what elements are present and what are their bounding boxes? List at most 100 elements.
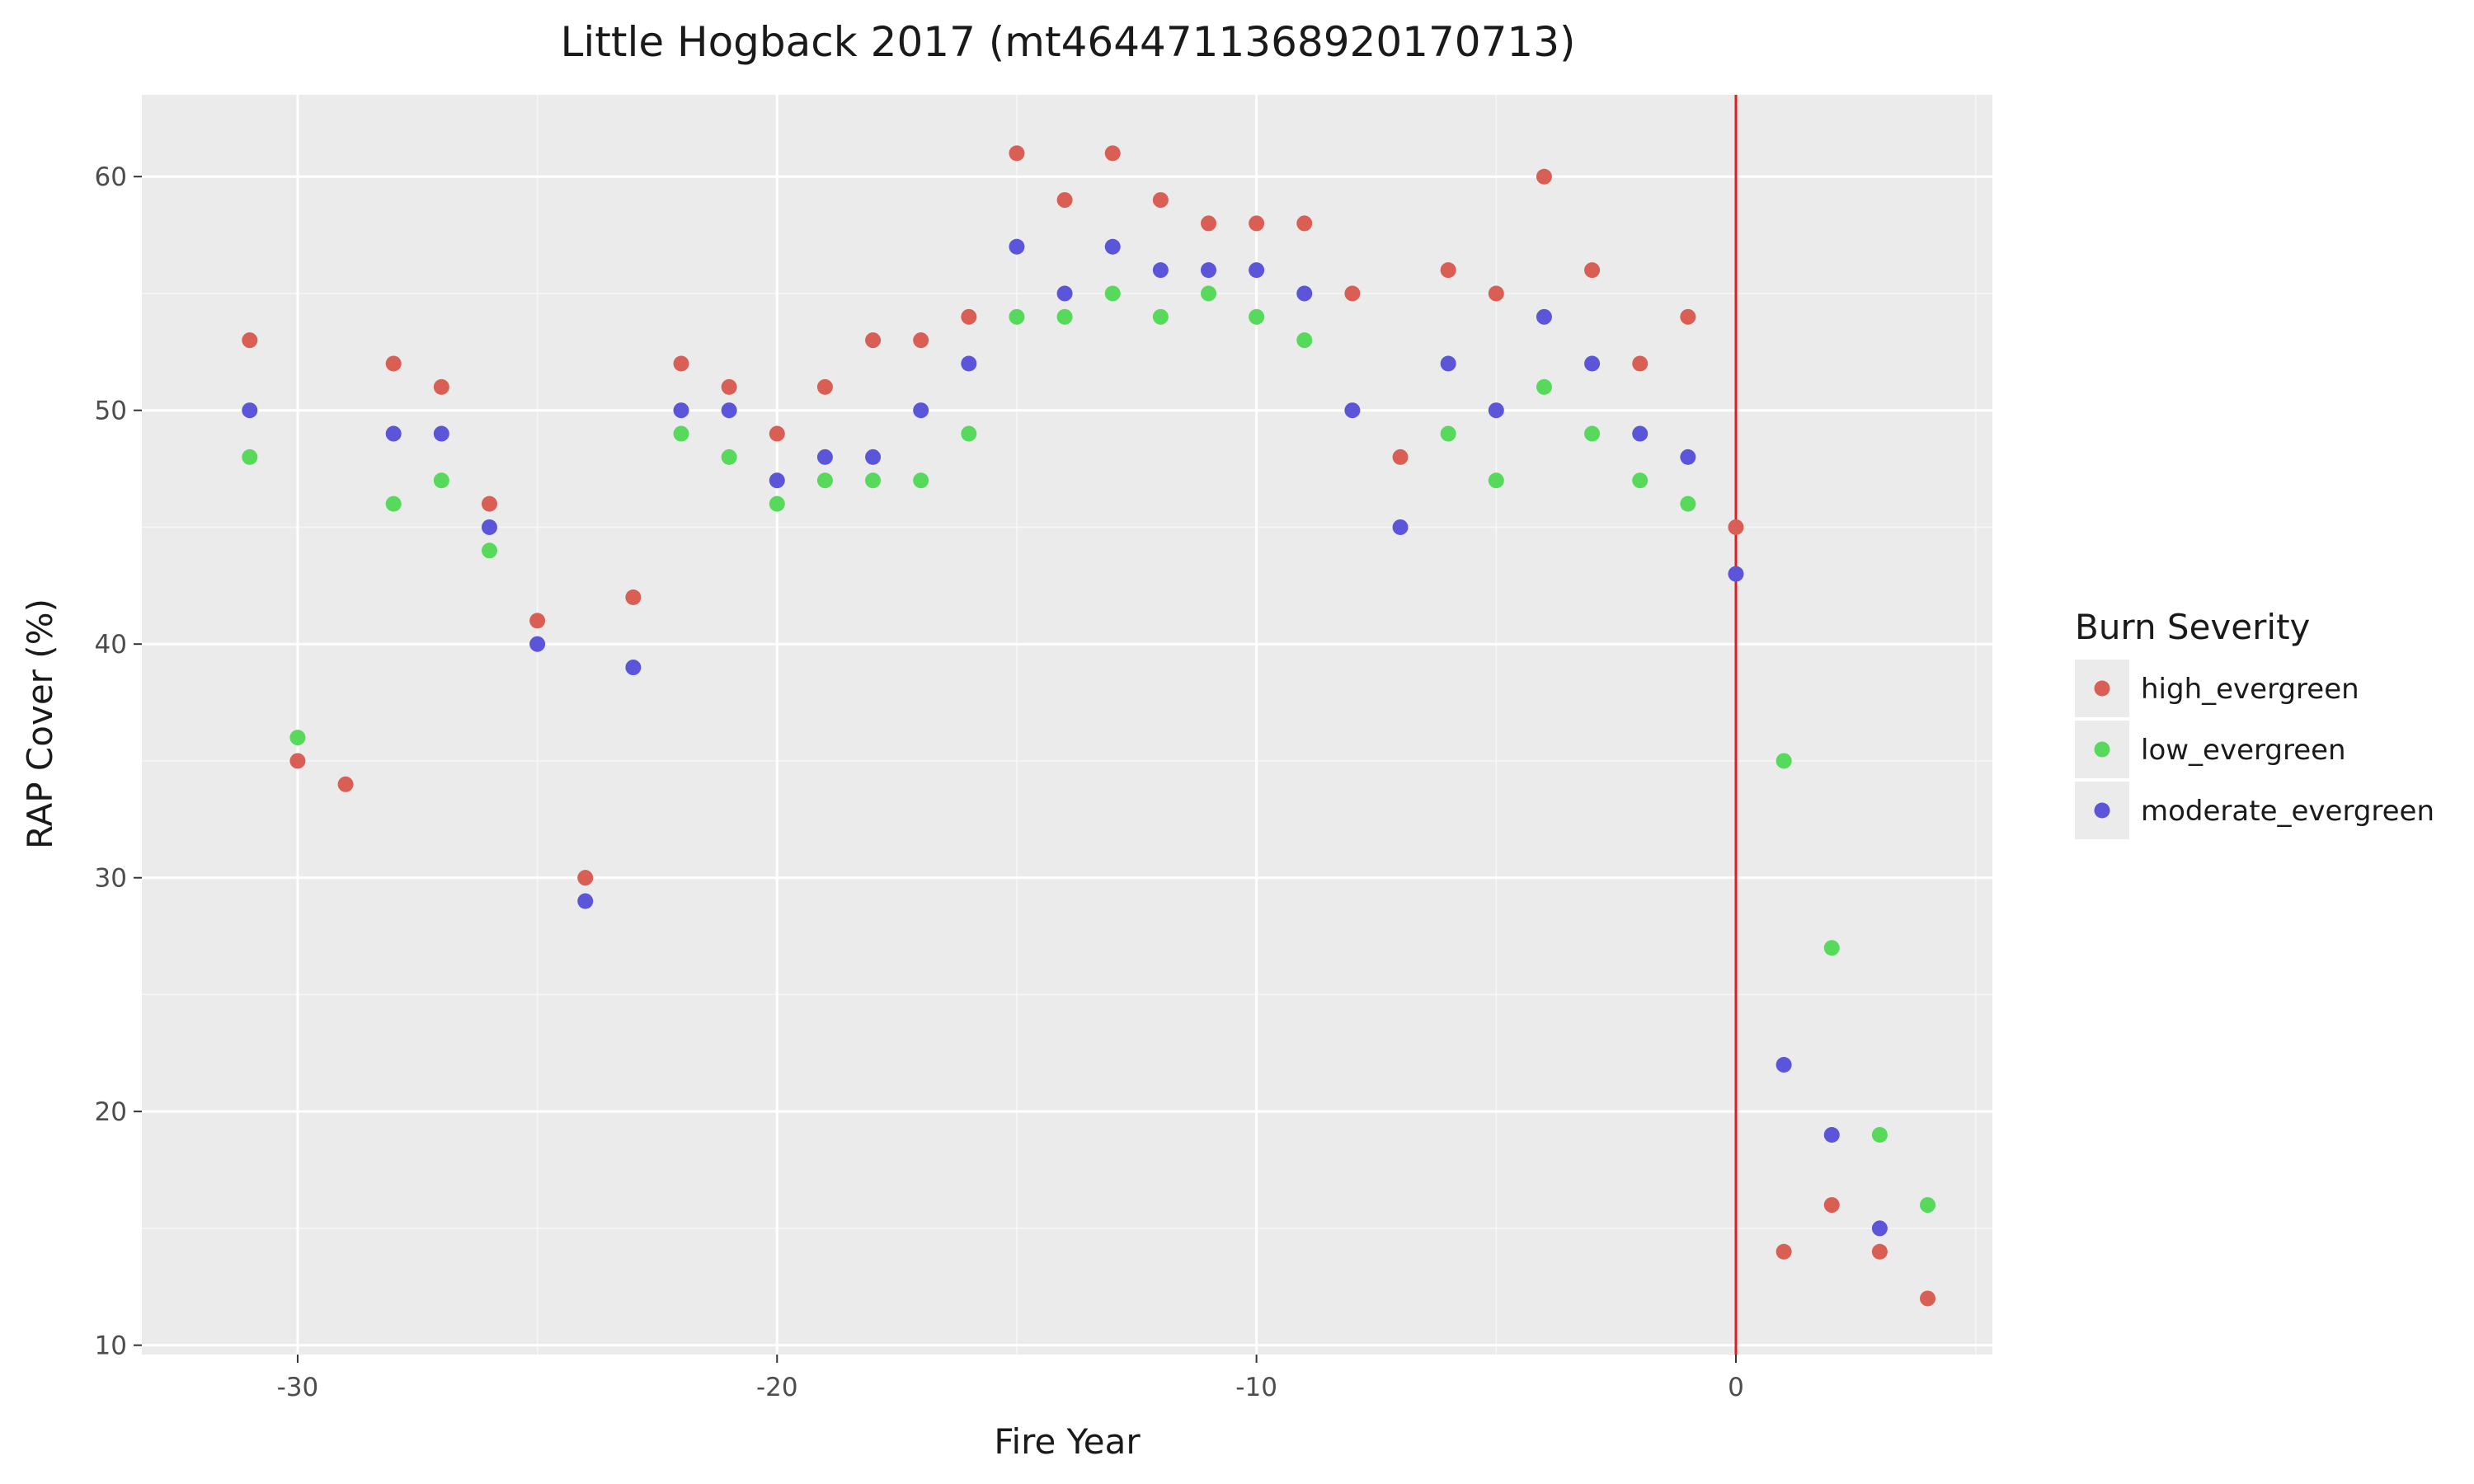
data-point: [1920, 1290, 1936, 1307]
data-point: [1728, 566, 1744, 582]
data-point: [913, 402, 929, 419]
x-tick-label: -20: [756, 1373, 798, 1402]
data-point: [242, 332, 258, 349]
data-point: [1344, 285, 1361, 302]
legend-item-low_evergreen: low_evergreen: [2075, 721, 2346, 778]
data-point: [1344, 402, 1361, 419]
data-point: [1536, 378, 1552, 395]
data-point: [1823, 1127, 1840, 1144]
data-point: [1056, 192, 1073, 209]
data-point: [769, 495, 785, 512]
data-point: [865, 472, 882, 489]
y-tick-label: 20: [95, 1097, 127, 1127]
data-point: [1200, 262, 1216, 279]
data-point: [1104, 238, 1121, 255]
y-tick-label: 10: [95, 1331, 127, 1361]
data-point: [1536, 308, 1552, 325]
data-point: [385, 495, 402, 512]
data-point: [1584, 262, 1601, 279]
data-point: [816, 448, 833, 465]
data-point: [385, 425, 402, 442]
data-point: [1009, 145, 1025, 162]
data-point: [1920, 1197, 1936, 1214]
y-axis-title: RAP Cover (%): [20, 599, 60, 849]
x-tick-label: 0: [1728, 1373, 1744, 1402]
data-point: [625, 660, 642, 676]
data-point: [337, 776, 354, 792]
plot-panel: [142, 95, 1992, 1355]
data-point: [913, 472, 929, 489]
data-point: [1728, 519, 1744, 535]
data-point: [1776, 1056, 1792, 1073]
data-point: [1009, 238, 1025, 255]
data-point: [577, 870, 594, 886]
legend-item-high_evergreen: high_evergreen: [2075, 660, 2359, 717]
data-point: [1296, 332, 1313, 349]
data-point: [289, 753, 306, 769]
data-point: [1440, 425, 1456, 442]
x-axis-title: Fire Year: [994, 1421, 1141, 1462]
data-point: [673, 402, 689, 419]
data-point: [1392, 448, 1409, 465]
data-point: [721, 448, 737, 465]
y-tick-label: 40: [95, 630, 127, 660]
data-point: [1249, 262, 1265, 279]
x-tick-label: -10: [1235, 1373, 1277, 1402]
legend-label: high_evergreen: [2141, 673, 2359, 706]
series-moderate_evergreen: [242, 238, 1888, 1237]
data-point: [385, 355, 402, 372]
data-point: [625, 589, 642, 605]
data-point: [1776, 1243, 1792, 1260]
data-point: [1104, 285, 1121, 302]
x-axis-ticks: -30 -20 -10 0: [277, 1355, 1744, 1402]
y-tick-label: 30: [95, 864, 127, 894]
data-point: [1584, 425, 1601, 442]
data-point: [529, 613, 546, 629]
data-point: [1152, 192, 1169, 209]
data-point: [242, 448, 258, 465]
data-point: [1488, 472, 1504, 489]
data-point: [913, 332, 929, 349]
data-point: [1776, 753, 1792, 769]
legend-item-moderate_evergreen: moderate_evergreen: [2075, 782, 2434, 839]
data-point: [1009, 308, 1025, 325]
data-point: [1680, 495, 1696, 512]
data-point: [1392, 519, 1409, 535]
data-point: [961, 308, 977, 325]
legend-label: low_evergreen: [2141, 734, 2346, 767]
y-axis-ticks: 10 20 30 40 50 60: [95, 162, 142, 1361]
legend-marker: [2094, 802, 2110, 819]
data-point: [1823, 1197, 1840, 1214]
data-point: [1488, 285, 1504, 302]
data-point: [1056, 308, 1073, 325]
data-point: [1871, 1243, 1888, 1260]
data-point: [1488, 402, 1504, 419]
data-point: [1200, 215, 1216, 232]
data-point: [433, 472, 449, 489]
data-point: [481, 542, 497, 559]
data-point: [242, 402, 258, 419]
data-point: [1632, 355, 1649, 372]
data-point: [961, 425, 977, 442]
data-point: [433, 425, 449, 442]
data-point: [1632, 425, 1649, 442]
data-point: [1296, 285, 1313, 302]
data-point: [1056, 285, 1073, 302]
data-point: [289, 730, 306, 746]
data-point: [481, 495, 497, 512]
data-point: [865, 448, 882, 465]
data-point: [1680, 308, 1696, 325]
data-point: [433, 378, 449, 395]
data-point: [721, 402, 737, 419]
series-low_evergreen: [242, 285, 1936, 1214]
data-point: [481, 519, 497, 535]
legend-marker: [2094, 741, 2110, 758]
data-point: [1536, 168, 1552, 185]
data-point: [1823, 940, 1840, 956]
chart-title: Little Hogback 2017 (mt46447113689201707…: [560, 18, 1575, 66]
data-point: [1249, 215, 1265, 232]
data-point: [1680, 448, 1696, 465]
data-point: [816, 378, 833, 395]
data-point: [673, 355, 689, 372]
